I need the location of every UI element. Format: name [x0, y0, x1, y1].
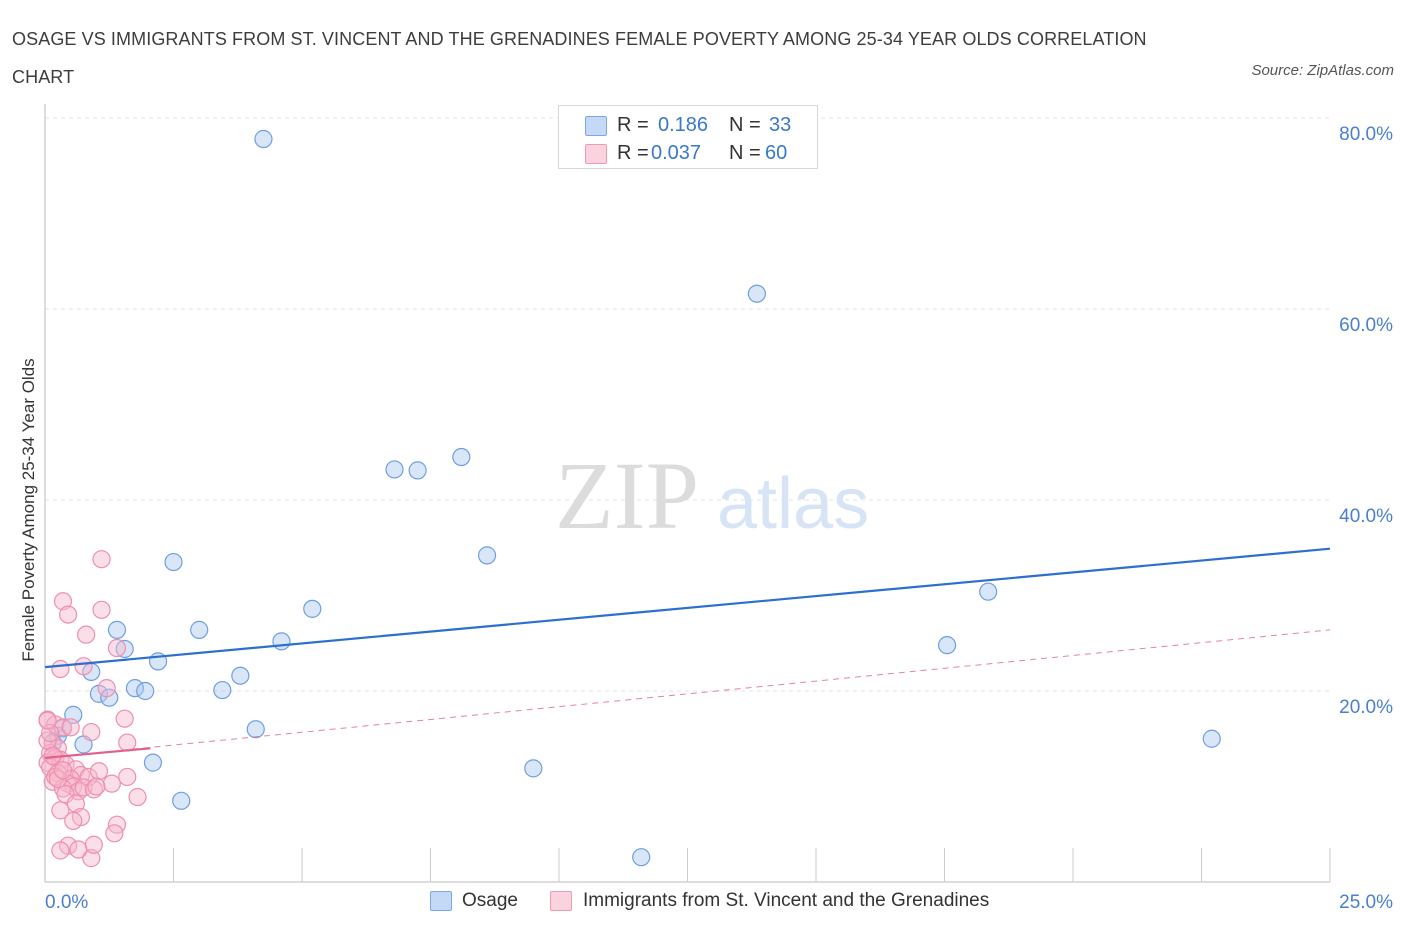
legend-swatch-osage [585, 116, 607, 136]
immigrants-point [118, 767, 137, 787]
osage-point [632, 848, 651, 867]
source-label: Source: ZipAtlas.com [1251, 62, 1394, 79]
n-value: 33 [769, 114, 792, 136]
immigrants-point [84, 780, 103, 799]
immigrants-point [74, 657, 93, 676]
legend-swatch-immigrants [585, 144, 607, 164]
immigrants-point [77, 625, 96, 644]
immigrants-point [51, 801, 70, 820]
n-label: N = [729, 114, 761, 136]
osage-point [1202, 729, 1221, 748]
immigrants-point [84, 835, 103, 854]
osage-point [254, 129, 273, 149]
osage-point [231, 666, 250, 685]
legend-label-immigrants: Immigrants from St. Vincent and the Gren… [583, 890, 990, 911]
immigrants-point [51, 659, 70, 679]
immigrants-point [92, 550, 111, 569]
osage-point [190, 620, 209, 639]
osage-point [452, 447, 471, 467]
immigrants-point [97, 679, 116, 698]
immigrants-trend-line [44, 747, 151, 759]
immigrants-point [118, 733, 137, 752]
osage-point [524, 759, 543, 778]
y-tick-label: 60.0% [1339, 315, 1393, 336]
chart-title: OSAGE VS IMMIGRANTS FROM ST. VINCENT AND… [12, 29, 1147, 87]
n-label: N = [729, 142, 761, 164]
y-tick-label: 40.0% [1339, 506, 1393, 527]
y-axis-label: Female Poverty Among 25-34 Year Olds [19, 358, 38, 661]
watermark-atlas: atlas [717, 464, 869, 544]
immigrants-point [48, 769, 67, 788]
r-label: R = [617, 114, 649, 136]
immigrants-point [115, 709, 134, 728]
osage-trend-line [44, 547, 1331, 669]
immigrants-point [92, 600, 111, 619]
immigrants-point [107, 638, 127, 658]
correlation-legend: R = 0.186 N = 33 R = 0.037 N = 60 [558, 105, 818, 169]
osage-point [303, 599, 322, 618]
immigrants-point [53, 592, 73, 611]
y-tick-label: 20.0% [1339, 697, 1393, 718]
osage-point [385, 460, 404, 479]
immigrants-point [82, 849, 101, 868]
osage-point [272, 632, 291, 651]
r-label: R = [617, 142, 649, 164]
osage-point [164, 552, 183, 572]
immigrants-point [64, 811, 83, 830]
immigrants-point [105, 824, 124, 843]
immigrants-point [69, 840, 88, 859]
immigrants-point [53, 761, 73, 780]
osage-point [747, 284, 766, 303]
legend-label-osage: Osage [462, 890, 518, 911]
osage-point [125, 679, 145, 698]
immigrants-point [61, 718, 80, 737]
osage-point [477, 546, 497, 565]
y-tick-label: 80.0% [1339, 124, 1393, 145]
immigrants-point [43, 772, 62, 791]
n-value: 60 [765, 142, 788, 164]
immigrants-point [51, 841, 70, 860]
x-tick-label: 0.0% [45, 892, 88, 913]
immigrants-point [87, 777, 106, 796]
legend-swatch-immigrants [550, 891, 572, 911]
immigrants-point [82, 722, 101, 742]
legend-swatch-osage [430, 891, 452, 911]
watermark-zip: ZIP [555, 442, 699, 549]
osage-point [408, 461, 427, 480]
osage-point [107, 620, 127, 639]
immigrants-point [89, 762, 109, 781]
x-tick-label: 25.0% [1339, 892, 1393, 913]
osage-point [136, 681, 155, 701]
immigrants-point [102, 774, 121, 793]
osage-point [246, 720, 265, 739]
immigrants-point [38, 711, 57, 730]
immigrants-point [59, 605, 78, 624]
immigrants-point [128, 787, 147, 807]
osage-point [115, 639, 134, 659]
osage-point [979, 582, 998, 601]
r-value: 0.186 [658, 114, 709, 136]
r-value: 0.037 [651, 142, 702, 164]
osage-point [172, 791, 191, 810]
osage-point [937, 636, 957, 655]
osage-point [213, 680, 232, 700]
osage-point [143, 753, 163, 772]
